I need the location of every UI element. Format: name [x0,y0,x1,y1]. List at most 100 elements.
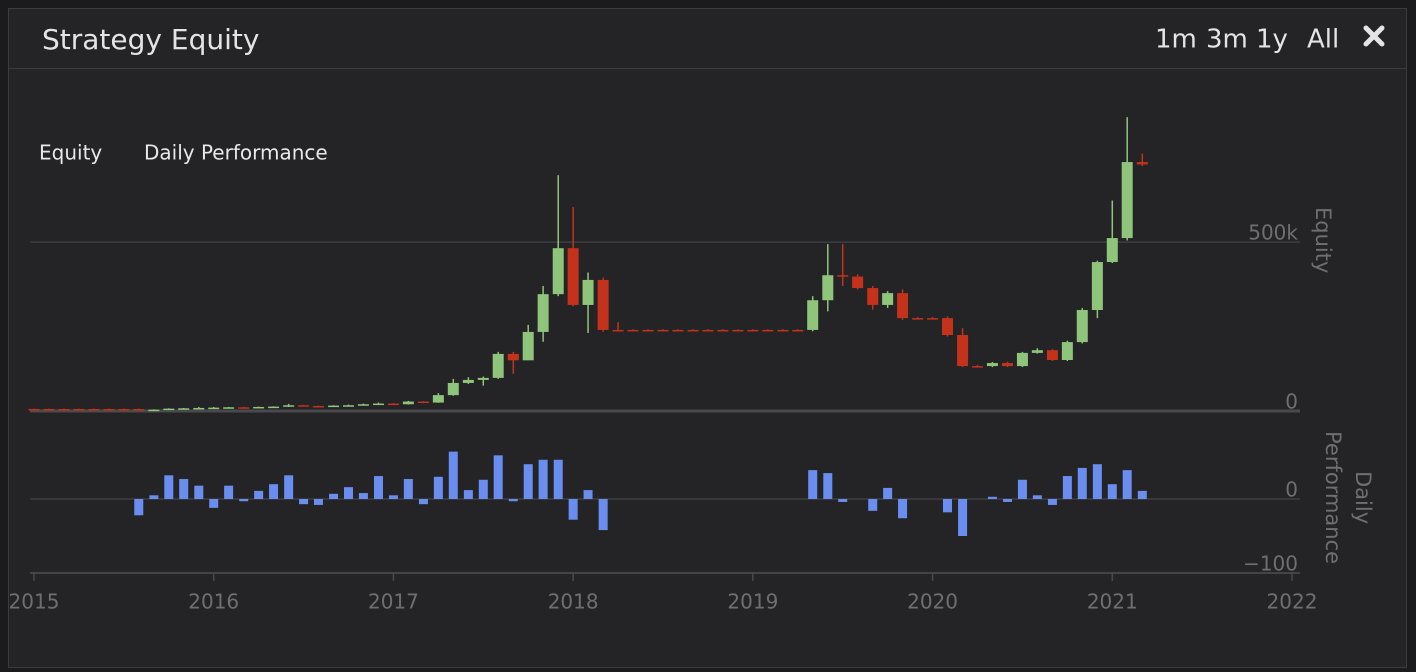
bar [868,499,878,511]
candle-body [537,294,549,332]
candle-body [223,407,235,409]
bar [898,499,908,519]
candle-body [298,405,310,407]
candle-body [268,406,280,409]
bar [1032,495,1042,499]
bar [313,499,323,505]
bar [374,476,384,499]
candle-body [312,405,324,408]
candle-body [477,377,489,380]
y-axis-title: Equity [1311,206,1335,274]
candle-body [103,408,115,411]
bar [463,490,473,499]
bar [958,499,968,536]
y-tick-label: 0 [1285,390,1298,414]
candle-body [567,248,579,305]
candle-body [747,329,759,332]
candle-body [432,395,444,403]
candle-body [552,248,564,295]
candle-body [1091,262,1103,311]
y-tick-label: 0 [1285,478,1298,502]
bar [194,485,204,499]
candle-body [972,366,983,368]
candle-body [672,329,684,332]
bar [269,484,279,499]
candle-body [957,335,969,367]
candle-body [867,288,879,305]
bar [388,495,398,499]
candle-body [402,401,414,405]
range-button[interactable]: 3m [1206,25,1248,55]
bar [1137,490,1147,499]
candle-body [762,329,774,332]
bar [239,499,249,502]
bar [1122,470,1132,499]
candle-body [373,403,385,406]
y-tick-label: −100 [1243,552,1298,576]
candle-body [732,329,744,332]
candle-body [88,408,100,411]
candle-body [43,408,55,411]
bar [149,495,159,499]
candle-body [792,329,804,332]
range-button[interactable]: 1m [1155,25,1197,55]
bar [358,493,368,499]
candle-body [1016,352,1028,367]
bar [1017,479,1027,499]
candle-body [28,408,40,411]
bar [808,470,818,499]
candle-body [73,408,85,411]
bar [883,487,893,499]
candle-body [522,331,534,361]
bar [508,499,518,502]
candle-body [1031,350,1043,353]
bar [553,459,563,499]
candle-body [387,403,399,406]
x-tick-label: 2022 [1267,590,1318,614]
x-tick-label: 2017 [368,590,419,614]
close-button[interactable] [1363,25,1385,47]
candle-body [133,408,145,411]
legend-item[interactable]: Daily Performance [144,141,328,165]
candle-body [941,318,953,335]
candle-body [627,329,639,332]
bar [538,459,548,499]
legend-item[interactable]: Equity [39,141,102,165]
bar [1107,484,1117,499]
candle-body [717,329,729,332]
candle-body [1136,162,1148,165]
candle-body [507,353,519,361]
candle-body [822,275,834,301]
candle-body [357,404,369,406]
range-button[interactable]: 1y [1256,25,1288,55]
x-tick-label: 2015 [9,590,60,614]
candle-body [687,329,699,332]
bar [838,499,848,502]
y-tick-label: 500k [1248,221,1298,245]
candle-body [777,329,789,332]
bar [1077,467,1087,499]
candle-body [283,405,295,407]
bar [1092,464,1102,499]
candle-body [163,408,175,411]
bar [179,479,189,499]
bar [284,475,294,499]
panel [8,8,1407,668]
bar [134,499,144,516]
candle-body [148,409,160,412]
candle-body [912,318,924,320]
candle-body [986,363,998,367]
candle-body [178,408,190,410]
candle-body [238,407,250,409]
range-button[interactable]: All [1307,25,1339,55]
x-tick-label: 2016 [188,590,239,614]
candle-body [882,293,894,305]
candle-body [253,406,265,409]
candle-body [343,405,354,407]
bar [823,473,833,499]
x-tick-label: 2018 [548,590,599,614]
x-tick-label: 2020 [907,590,958,614]
x-tick-label: 2021 [1087,590,1138,614]
